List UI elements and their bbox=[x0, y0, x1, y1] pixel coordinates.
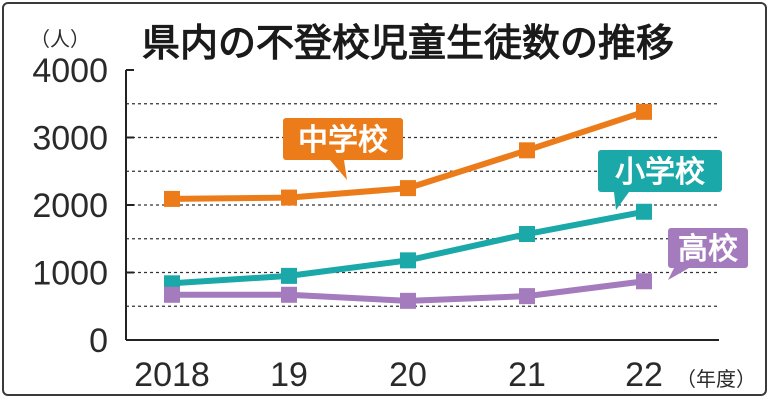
line-chart: 県内の不登校児童生徒数の推移 （人） （年度） 0 1000 2000 3000 400… bbox=[30, 21, 756, 394]
chart-title: 県内の不登校児童生徒数の推移 bbox=[142, 21, 674, 65]
axes bbox=[125, 69, 719, 341]
series-group bbox=[164, 103, 652, 207]
data-point bbox=[400, 252, 416, 269]
callout-pointer bbox=[668, 268, 689, 280]
y-axis-unit: （人） bbox=[30, 27, 90, 51]
data-point bbox=[400, 180, 416, 197]
x-tick-label: 21 bbox=[508, 356, 546, 394]
data-point bbox=[519, 288, 535, 305]
data-point bbox=[636, 203, 652, 220]
data-point bbox=[281, 189, 297, 206]
callout-box bbox=[598, 150, 722, 192]
x-tick-label: 20 bbox=[389, 356, 427, 394]
data-point bbox=[400, 292, 416, 309]
gridlines bbox=[126, 103, 719, 307]
x-tick-labels: 2018 19 20 21 22 bbox=[134, 356, 663, 394]
x-tick-label: 2018 bbox=[134, 356, 210, 394]
y-tick-labels: 0 1000 2000 3000 4000 bbox=[32, 52, 108, 360]
series-label-callout: 中学校 bbox=[283, 118, 403, 180]
series-label-callout: 小学校 bbox=[598, 150, 722, 210]
data-point bbox=[636, 273, 652, 290]
data-point bbox=[164, 190, 180, 207]
x-axis-unit: （年度） bbox=[676, 367, 756, 391]
series-name-label: 小学校 bbox=[615, 155, 705, 190]
y-tick-label: 3000 bbox=[32, 120, 108, 158]
y-tick-label: 1000 bbox=[32, 255, 108, 293]
y-tick-label: 4000 bbox=[32, 52, 108, 90]
series-name-label: 中学校 bbox=[298, 123, 388, 158]
chart-frame: 県内の不登校児童生徒数の推移 （人） （年度） 0 1000 2000 3000 400… bbox=[2, 2, 767, 396]
callout-box bbox=[668, 228, 748, 268]
data-point bbox=[519, 226, 535, 243]
callout-box bbox=[283, 118, 403, 160]
data-point bbox=[164, 286, 180, 303]
series-group bbox=[164, 273, 652, 309]
data-point bbox=[281, 267, 297, 284]
data-point bbox=[281, 286, 297, 303]
y-tick-label: 2000 bbox=[32, 187, 108, 225]
x-tick-label: 22 bbox=[625, 356, 663, 394]
callout-pointer bbox=[614, 192, 629, 210]
callout-pointer bbox=[330, 160, 347, 180]
y-tick-label: 0 bbox=[89, 322, 108, 360]
series-name-label: 高校 bbox=[678, 232, 738, 267]
series-lines bbox=[164, 103, 652, 309]
x-tick-label: 19 bbox=[270, 356, 308, 394]
series-label-callout: 高校 bbox=[668, 228, 748, 280]
data-point bbox=[636, 103, 652, 120]
series-group bbox=[164, 203, 652, 292]
data-point bbox=[519, 142, 535, 159]
